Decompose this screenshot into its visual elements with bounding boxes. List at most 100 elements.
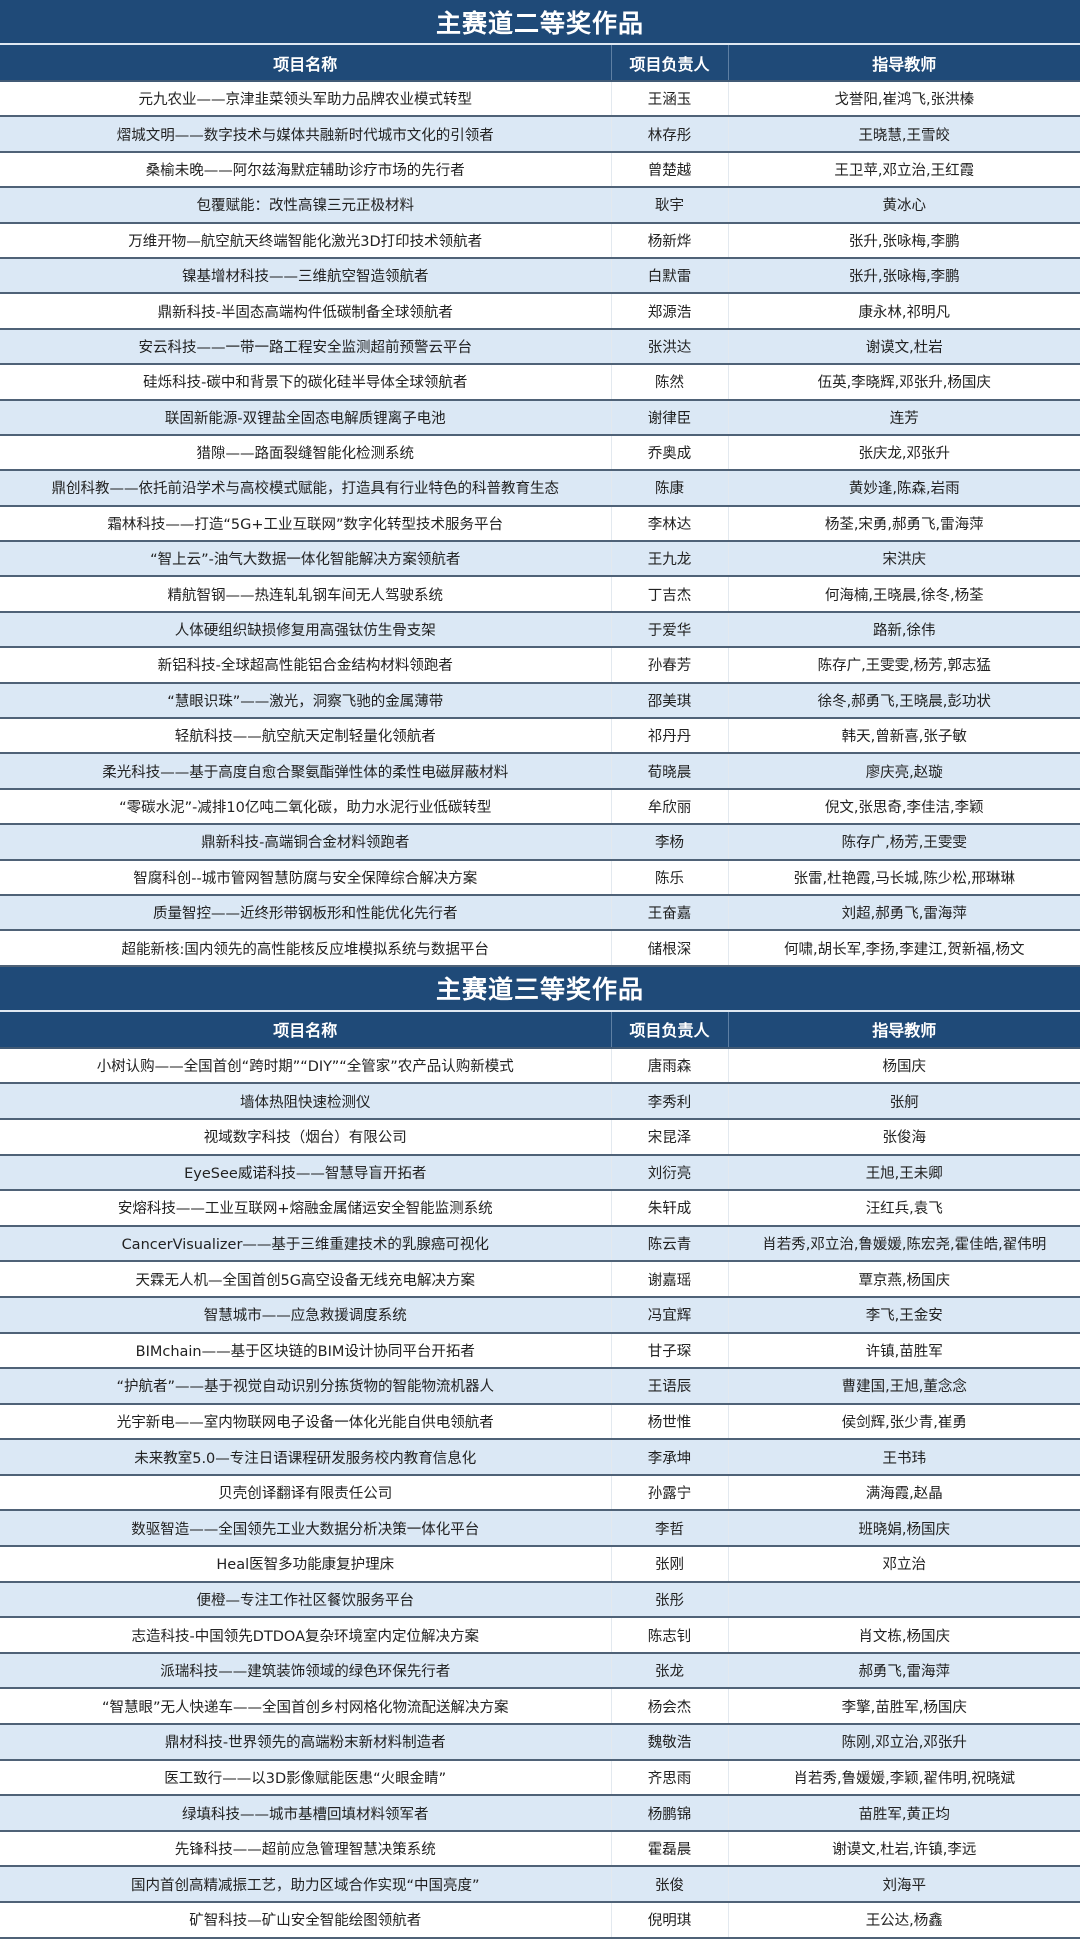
advisors-cell: 肖若秀,邓立治,鲁媛媛,陈宏尧,霍佳皓,翟伟明 [728, 1225, 1080, 1263]
project-leader-cell: 张彤 [611, 1581, 729, 1619]
project-name-cell: 新铝科技-全球超高性能铝合金结构材料领跑者 [0, 647, 612, 684]
advisors-cell: 何啸,胡长军,李扬,李建江,贺新福,杨文 [728, 930, 1080, 967]
advisors-cell: 刘海平 [728, 1866, 1080, 1904]
awards-table: 项目名称 项目负责人 指导教师 元九农业——京津韭菜领头军助力品牌农业模式转型王… [0, 45, 1080, 967]
project-leader-cell: 李哲 [611, 1510, 729, 1548]
table-row: 熠城文明——数字技术与媒体共融新时代城市文化的引领者 林存彤 王晓慧,王雪皎 [0, 116, 1080, 153]
advisors-cell: 李擎,苗胜军,杨国庆 [728, 1688, 1080, 1726]
table-row: 智腐科创--城市管网智慧防腐与安全保障综合解决方案 陈乐 张雷,杜艳霞,马长城,陈少… [0, 859, 1080, 896]
advisors-cell: 廖庆亮,赵璇 [728, 753, 1080, 790]
table-row: 元九农业——京津韭菜领头军助力品牌农业模式转型 王涵玉 戈誉阳,崔鸿飞,张洪榛 [0, 81, 1080, 118]
advisors-cell: 肖若秀,鲁媛媛,李颖,翟伟明,祝晓斌 [728, 1759, 1080, 1797]
advisors-cell: 王旭,王未卿 [728, 1154, 1080, 1192]
header-row: 项目名称 项目负责人 指导教师 [0, 45, 1080, 82]
table-row: “智慧眼”无人快递车——全国首创乡村网格化物流配送解决方案 杨会杰 李擎,苗胜军,杨… [0, 1688, 1080, 1726]
project-leader-cell: 耿宇 [611, 187, 729, 224]
table-row: 先锋科技——超前应急管理智慧决策系统 霍磊晨 谢谟文,杜岩,许镇,李远 [0, 1830, 1080, 1868]
project-leader-cell: 唐雨森 [611, 1047, 729, 1085]
project-name-cell: 鼎新科技-高端铜合金材料领跑者 [0, 824, 612, 861]
project-leader-cell: 祁丹丹 [611, 718, 729, 755]
advisors-cell: 张雷,杜艳霞,马长城,陈少松,邢琳琳 [728, 859, 1080, 896]
advisors-cell: 路新,徐伟 [728, 611, 1080, 649]
table-row: 绿填科技——城市基槽回填材料领军者 杨鹏锦 苗胜军,黄正均 [0, 1795, 1080, 1832]
project-name-cell: 轻航科技——航空航天定制轻量化领航者 [0, 718, 612, 755]
table-row: 轻航科技——航空航天定制轻量化领航者 祁丹丹 韩天,曾新喜,张子敏 [0, 718, 1080, 755]
project-leader-cell: 乔奥成 [611, 434, 729, 472]
advisors-cell: 倪文,张思奇,李佳洁,李颖 [728, 788, 1080, 826]
project-leader-cell: 王语辰 [611, 1368, 729, 1405]
table-row: 矿智科技—矿山安全智能绘图领航者 倪明琪 王公达,杨鑫 [0, 1902, 1080, 1939]
advisors-cell: 郝勇飞,雷海萍 [728, 1652, 1080, 1690]
project-leader-cell: 李林达 [611, 505, 729, 543]
table-row: 霜林科技——打造“5G+工业互联网”数字化转型技术服务平台 李林达 杨荃,宋勇,郝勇… [0, 505, 1080, 543]
advisors-cell: 王公达,杨鑫 [728, 1902, 1080, 1939]
column-header-leader: 项目负责人 [611, 1011, 729, 1049]
project-leader-cell: 荀晓晨 [611, 753, 729, 790]
advisors-cell: 侯剑辉,张少青,崔勇 [728, 1403, 1080, 1441]
section-third-prize: 主赛道三等奖作品 项目名称 项目负责人 指导教师 小树认购——全国首创“跨时期”… [0, 966, 1080, 1939]
project-name-cell: 霜林科技——打造“5G+工业互联网”数字化转型技术服务平台 [0, 505, 612, 543]
project-name-cell: 人体硬组织缺损修复用高强钛仿生骨支架 [0, 611, 612, 649]
project-leader-cell: 王涵玉 [611, 81, 729, 118]
table-row: 鼎创科教——依托前沿学术与高校模式赋能，打造具有行业特色的科普教育生态 陈康 黄妙逢… [0, 470, 1080, 507]
advisors-cell: 汪红兵,袁飞 [728, 1190, 1080, 1227]
project-name-cell: 熠城文明——数字技术与媒体共融新时代城市文化的引领者 [0, 116, 612, 153]
project-name-cell: 派瑞科技——建筑装饰领域的绿色环保先行者 [0, 1652, 612, 1690]
project-name-cell: 贝壳创译翻译有限责任公司 [0, 1474, 612, 1512]
project-name-cell: 万维开物—航空航天终端智能化激光3D打印技术领航者 [0, 222, 612, 259]
project-leader-cell: 储根深 [611, 930, 729, 967]
table-row: 国内首创高精减振工艺，助力区域合作实现“中国亮度” 张俊 刘海平 [0, 1866, 1080, 1904]
advisors-cell: 覃京燕,杨国庆 [728, 1261, 1080, 1298]
project-leader-cell: 李秀利 [611, 1083, 729, 1120]
table-row: “护航者”——基于视觉自动识别分拣货物的智能物流机器人 王语辰 曹建国,王旭,董念念 [0, 1368, 1080, 1405]
table-row: “慧眼识珠”——激光，洞察飞驰的金属薄带 邵美琪 徐冬,郝勇飞,王晓晨,彭功状 [0, 682, 1080, 720]
project-name-cell: 猎隙——路面裂缝智能化检测系统 [0, 434, 612, 472]
project-name-cell: 未来教室5.0—专注日语课程研发服务校内教育信息化 [0, 1439, 612, 1476]
table-row: 联固新能源-双锂盐全固态电解质锂离子电池 谢律臣 连芳 [0, 399, 1080, 436]
column-header-leader: 项目负责人 [611, 45, 729, 82]
project-name-cell: 便橙—专注工作社区餐饮服务平台 [0, 1581, 612, 1619]
table-row: 数驱智造——全国领先工业大数据分析决策一体化平台 李哲 班晓娟,杨国庆 [0, 1510, 1080, 1548]
project-name-cell: “护航者”——基于视觉自动识别分拣货物的智能物流机器人 [0, 1368, 612, 1405]
project-name-cell: BIMchain——基于区块链的BIM设计协同平台开拓者 [0, 1332, 612, 1370]
project-leader-cell: 郑源浩 [611, 293, 729, 330]
table-row: 鼎新科技-半固态高端构件低碳制备全球领航者 郑源浩 康永林,祁明凡 [0, 293, 1080, 330]
project-name-cell: 绿填科技——城市基槽回填材料领军者 [0, 1795, 612, 1832]
project-leader-cell: 陈然 [611, 364, 729, 401]
project-name-cell: “智慧眼”无人快递车——全国首创乡村网格化物流配送解决方案 [0, 1688, 612, 1726]
table-row: 猎隙——路面裂缝智能化检测系统 乔奥成 张庆龙,邓张升 [0, 434, 1080, 472]
project-name-cell: 包覆赋能：改性高镍三元正极材料 [0, 187, 612, 224]
header-row: 项目名称 项目负责人 指导教师 [0, 1011, 1080, 1049]
table-row: 新铝科技-全球超高性能铝合金结构材料领跑者 孙春芳 陈存广,王雯雯,杨芳,郭志猛 [0, 647, 1080, 684]
project-name-cell: 志造科技-中国领先DTDOA复杂环境室内定位解决方案 [0, 1617, 612, 1654]
project-name-cell: 数驱智造——全国领先工业大数据分析决策一体化平台 [0, 1510, 612, 1548]
project-name-cell: 桑榆未晚——阿尔兹海默症辅助诊疗市场的先行者 [0, 151, 612, 189]
table-row: 光宇新电——室内物联网电子设备一体化光能自供电领航者 杨世惟 侯剑辉,张少青,崔勇 [0, 1403, 1080, 1441]
project-name-cell: 安云科技——一带一路工程安全监测超前预警云平台 [0, 328, 612, 366]
project-name-cell: 智慧城市——应急救援调度系统 [0, 1296, 612, 1334]
project-leader-cell: 张龙 [611, 1652, 729, 1690]
advisors-cell: 连芳 [728, 399, 1080, 436]
advisors-cell: 苗胜军,黄正均 [728, 1795, 1080, 1832]
advisors-cell: 张升,张咏梅,李鹏 [728, 222, 1080, 259]
project-leader-cell: 牟欣丽 [611, 788, 729, 826]
table-row: 安熔科技——工业互联网+熔融金属储运安全智能监测系统 朱轩成 汪红兵,袁飞 [0, 1190, 1080, 1227]
project-leader-cell: 刘衍亮 [611, 1154, 729, 1192]
project-leader-cell: 李杨 [611, 824, 729, 861]
project-name-cell: 联固新能源-双锂盐全固态电解质锂离子电池 [0, 399, 612, 436]
table-row: Heal医智多功能康复护理床 张刚 邓立治 [0, 1546, 1080, 1583]
advisors-cell: 满海霞,赵晶 [728, 1474, 1080, 1512]
advisors-cell: 戈誉阳,崔鸿飞,张洪榛 [728, 81, 1080, 118]
table-row: 派瑞科技——建筑装饰领域的绿色环保先行者 张龙 郝勇飞,雷海萍 [0, 1652, 1080, 1690]
project-leader-cell: 孙春芳 [611, 647, 729, 684]
project-name-cell: 鼎新科技-半固态高端构件低碳制备全球领航者 [0, 293, 612, 330]
project-name-cell: CancerVisualizer——基于三维重建技术的乳腺癌可视化 [0, 1225, 612, 1263]
advisors-cell: 张俊海 [728, 1118, 1080, 1156]
project-leader-cell: 倪明琪 [611, 1902, 729, 1939]
awards-table: 项目名称 项目负责人 指导教师 小树认购——全国首创“跨时期”“DIY”“全管家… [0, 1011, 1080, 1939]
table-row: CancerVisualizer——基于三维重建技术的乳腺癌可视化 陈云青 肖若秀,… [0, 1225, 1080, 1263]
table-row: 硅烁科技-碳中和背景下的碳化硅半导体全球领航者 陈然 伍英,李晓辉,邓张升,杨国庆 [0, 364, 1080, 401]
project-name-cell: 医工致行——以3D影像赋能医患“火眼金睛” [0, 1759, 612, 1797]
table-row: 未来教室5.0—专注日语课程研发服务校内教育信息化 李承坤 王书玮 [0, 1439, 1080, 1476]
advisors-cell: 杨荃,宋勇,郝勇飞,雷海萍 [728, 505, 1080, 543]
